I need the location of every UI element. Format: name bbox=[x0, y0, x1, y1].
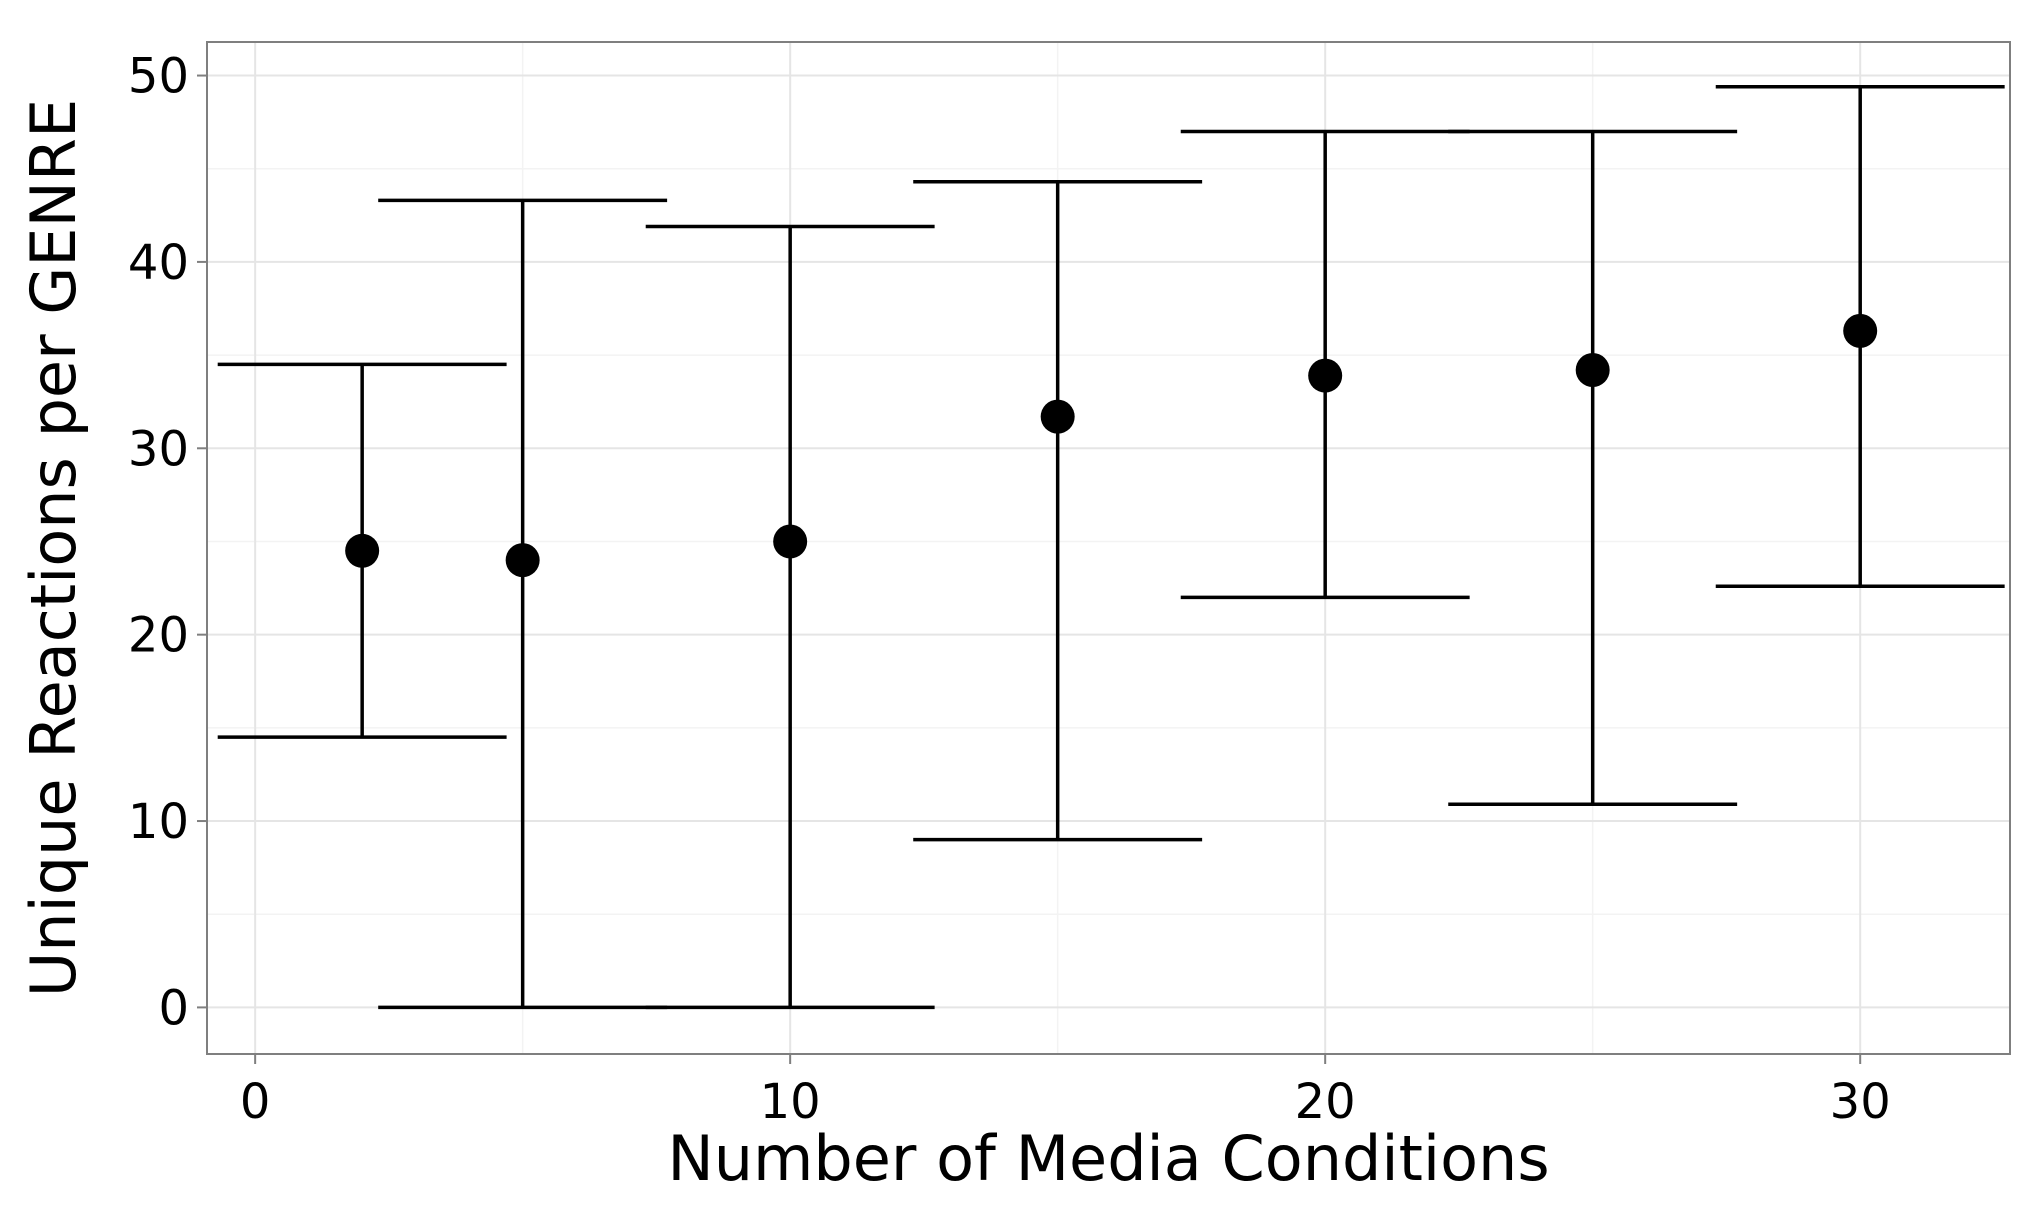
axis-ticks bbox=[197, 74, 1862, 1064]
minor-gridlines bbox=[207, 42, 2010, 1054]
tick-labels: 0 10 20 30 40 50 0 10 20 30 bbox=[128, 49, 1891, 1130]
x-tick-label: 30 bbox=[1830, 1074, 1891, 1130]
data-point bbox=[1040, 399, 1075, 434]
y-tick-label: 10 bbox=[128, 794, 189, 850]
data-point bbox=[345, 533, 380, 568]
data-point bbox=[1575, 353, 1610, 388]
data-point bbox=[1843, 313, 1878, 348]
x-tick-label: 10 bbox=[760, 1074, 821, 1130]
data-point bbox=[1308, 358, 1343, 393]
plot-panel bbox=[206, 41, 2011, 1055]
y-tick-label: 50 bbox=[128, 49, 189, 105]
y-axis-title: Unique Reactions per GENRE bbox=[17, 99, 90, 997]
data-point bbox=[773, 524, 808, 559]
major-gridlines bbox=[207, 42, 2010, 1054]
y-tick-label: 30 bbox=[128, 421, 189, 477]
y-tick-label: 20 bbox=[128, 608, 189, 664]
y-tick-label: 0 bbox=[158, 980, 189, 1036]
data-marks bbox=[217, 84, 2005, 1010]
data-point bbox=[505, 543, 540, 578]
x-axis-title: Number of Media Conditions bbox=[667, 1122, 1549, 1195]
y-tick-label: 40 bbox=[128, 235, 189, 291]
x-tick-label: 20 bbox=[1295, 1074, 1356, 1130]
x-tick-label: 0 bbox=[240, 1074, 271, 1130]
